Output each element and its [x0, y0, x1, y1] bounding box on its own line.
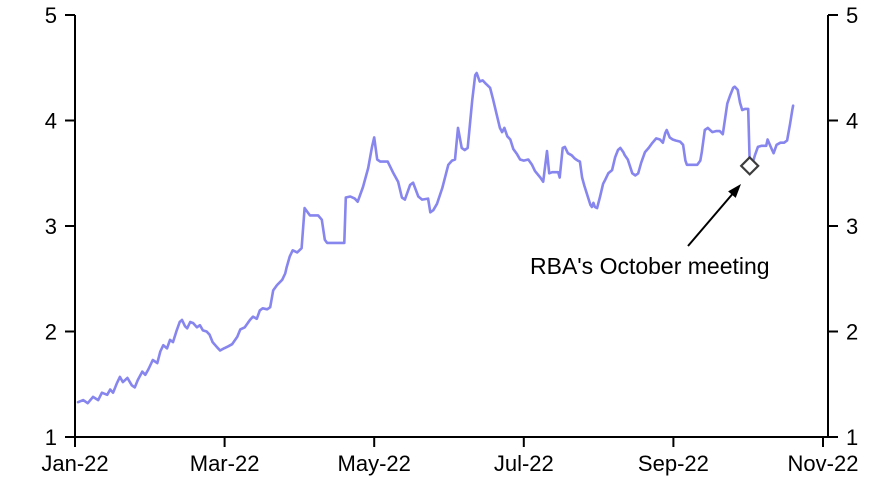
- left-y-tick-label: 2: [45, 320, 57, 345]
- left-y-tick-label: 5: [45, 3, 57, 28]
- right-y-tick-label: 3: [846, 214, 858, 239]
- rate-line: [76, 71, 795, 405]
- annotation-text: RBA's October meeting: [530, 253, 770, 279]
- left-y-tick-label: 1: [45, 425, 57, 450]
- axes: [74, 15, 829, 438]
- october-meeting-diamond-marker: [739, 155, 760, 176]
- right-y-tick-label: 4: [846, 109, 858, 134]
- axis-ticks: [65, 14, 838, 447]
- right-y-tick-label: 5: [846, 3, 858, 28]
- x-tick-label: Jan-22: [41, 451, 108, 476]
- x-tick-label: Mar-22: [190, 451, 260, 476]
- left-y-tick-label: 3: [45, 214, 57, 239]
- left-y-tick-label: 4: [45, 109, 57, 134]
- x-tick-label: May-22: [338, 451, 411, 476]
- annotation-arrow: [687, 192, 734, 247]
- x-tick-label: Sep-22: [638, 451, 709, 476]
- x-tick-label: Nov-22: [788, 451, 859, 476]
- right-y-tick-label: 2: [846, 320, 858, 345]
- axis-tick-labels: 1 1 2 2 3 3 4 4 5 5 Jan-22 Mar-22 May-22 Jul-22 Sep-22…: [41, 3, 858, 476]
- x-tick-label: Jul-22: [494, 451, 554, 476]
- right-y-tick-label: 1: [846, 425, 858, 450]
- annotation-arrowhead: [728, 184, 741, 198]
